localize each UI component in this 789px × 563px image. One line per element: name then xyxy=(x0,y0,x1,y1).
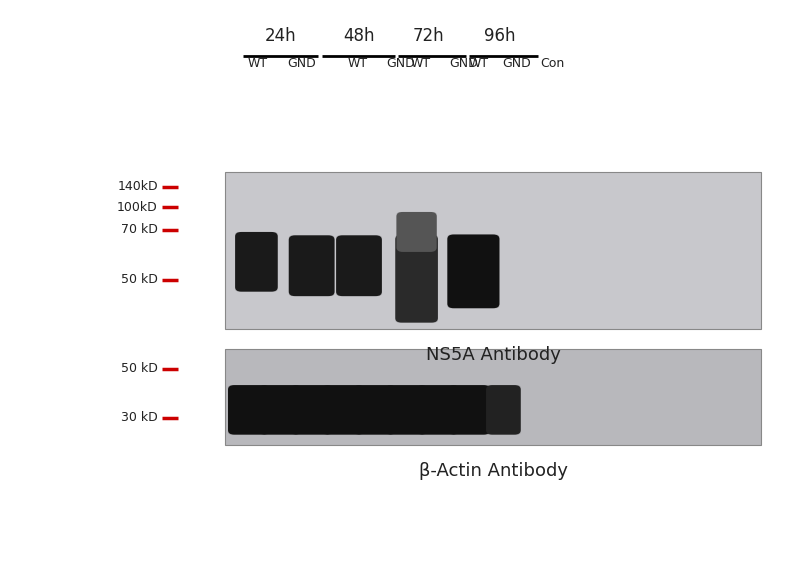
FancyBboxPatch shape xyxy=(447,234,499,308)
FancyBboxPatch shape xyxy=(417,385,458,435)
Text: Con: Con xyxy=(540,57,564,70)
FancyBboxPatch shape xyxy=(289,235,335,296)
FancyBboxPatch shape xyxy=(235,232,278,292)
Text: 100kD: 100kD xyxy=(117,200,158,214)
FancyBboxPatch shape xyxy=(225,172,761,329)
Text: 50 kD: 50 kD xyxy=(121,273,158,287)
FancyBboxPatch shape xyxy=(336,235,382,296)
Text: GND: GND xyxy=(287,57,316,70)
FancyBboxPatch shape xyxy=(291,385,332,435)
FancyBboxPatch shape xyxy=(323,385,364,435)
Text: 50 kD: 50 kD xyxy=(121,362,158,376)
Text: WT: WT xyxy=(469,57,489,70)
Text: 70 kD: 70 kD xyxy=(121,223,158,236)
FancyBboxPatch shape xyxy=(260,385,301,435)
FancyBboxPatch shape xyxy=(449,385,490,435)
Text: 96h: 96h xyxy=(484,27,516,45)
FancyBboxPatch shape xyxy=(447,234,499,308)
FancyBboxPatch shape xyxy=(396,212,437,252)
Text: 30 kD: 30 kD xyxy=(121,411,158,425)
FancyBboxPatch shape xyxy=(228,385,269,435)
FancyBboxPatch shape xyxy=(486,385,521,435)
FancyBboxPatch shape xyxy=(235,232,278,292)
FancyBboxPatch shape xyxy=(354,385,395,435)
Text: WT: WT xyxy=(347,57,368,70)
Text: WT: WT xyxy=(248,57,268,70)
FancyBboxPatch shape xyxy=(289,235,335,296)
Text: β-Actin Antibody: β-Actin Antibody xyxy=(419,462,567,480)
FancyBboxPatch shape xyxy=(291,385,332,435)
FancyBboxPatch shape xyxy=(417,385,458,435)
FancyBboxPatch shape xyxy=(395,235,438,323)
Text: 140kD: 140kD xyxy=(118,180,158,194)
FancyBboxPatch shape xyxy=(396,212,437,252)
FancyBboxPatch shape xyxy=(386,385,427,435)
FancyBboxPatch shape xyxy=(323,385,364,435)
Text: GND: GND xyxy=(387,57,415,70)
Text: GND: GND xyxy=(503,57,531,70)
FancyBboxPatch shape xyxy=(449,385,490,435)
Text: 72h: 72h xyxy=(413,27,444,45)
FancyBboxPatch shape xyxy=(354,385,395,435)
FancyBboxPatch shape xyxy=(228,385,269,435)
FancyBboxPatch shape xyxy=(336,235,382,296)
Text: WT: WT xyxy=(410,57,431,70)
FancyBboxPatch shape xyxy=(386,385,427,435)
FancyBboxPatch shape xyxy=(225,349,761,445)
FancyBboxPatch shape xyxy=(486,385,521,435)
FancyBboxPatch shape xyxy=(260,385,301,435)
Text: NS5A Antibody: NS5A Antibody xyxy=(426,346,560,364)
Text: 48h: 48h xyxy=(343,27,375,45)
Text: GND: GND xyxy=(450,57,478,70)
Text: 24h: 24h xyxy=(264,27,296,45)
FancyBboxPatch shape xyxy=(395,235,438,323)
